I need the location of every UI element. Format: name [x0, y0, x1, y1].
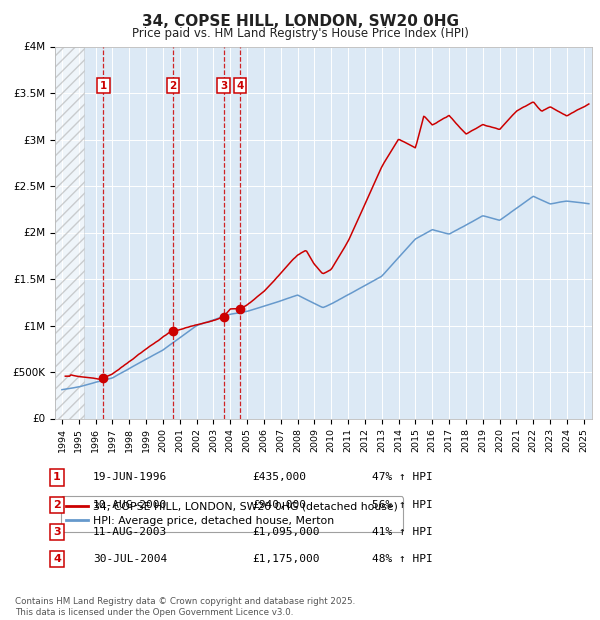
Text: 4: 4: [236, 81, 244, 91]
Text: 30-JUL-2004: 30-JUL-2004: [93, 554, 167, 564]
Text: £1,095,000: £1,095,000: [252, 527, 320, 537]
Text: 2: 2: [170, 81, 177, 91]
Text: 2: 2: [53, 500, 61, 510]
Bar: [55, 46, 84, 419]
Text: 41% ↑ HPI: 41% ↑ HPI: [372, 527, 433, 537]
Text: 47% ↑ HPI: 47% ↑ HPI: [372, 472, 433, 482]
Text: 56% ↑ HPI: 56% ↑ HPI: [372, 500, 433, 510]
Legend: 34, COPSE HILL, LONDON, SW20 0HG (detached house), HPI: Average price, detached : 34, COPSE HILL, LONDON, SW20 0HG (detach…: [61, 497, 403, 531]
Text: £940,000: £940,000: [252, 500, 306, 510]
Text: £435,000: £435,000: [252, 472, 306, 482]
Text: 11-AUG-2003: 11-AUG-2003: [93, 527, 167, 537]
Text: £1,175,000: £1,175,000: [252, 554, 320, 564]
Text: 1: 1: [100, 81, 107, 91]
Text: Contains HM Land Registry data © Crown copyright and database right 2025.
This d: Contains HM Land Registry data © Crown c…: [15, 598, 355, 617]
Text: 48% ↑ HPI: 48% ↑ HPI: [372, 554, 433, 564]
Text: 1: 1: [53, 472, 61, 482]
Text: 10-AUG-2000: 10-AUG-2000: [93, 500, 167, 510]
Text: 3: 3: [53, 527, 61, 537]
Text: Price paid vs. HM Land Registry's House Price Index (HPI): Price paid vs. HM Land Registry's House …: [131, 27, 469, 40]
Text: 19-JUN-1996: 19-JUN-1996: [93, 472, 167, 482]
Text: 4: 4: [53, 554, 61, 564]
Text: 3: 3: [220, 81, 227, 91]
Text: 34, COPSE HILL, LONDON, SW20 0HG: 34, COPSE HILL, LONDON, SW20 0HG: [142, 14, 458, 29]
